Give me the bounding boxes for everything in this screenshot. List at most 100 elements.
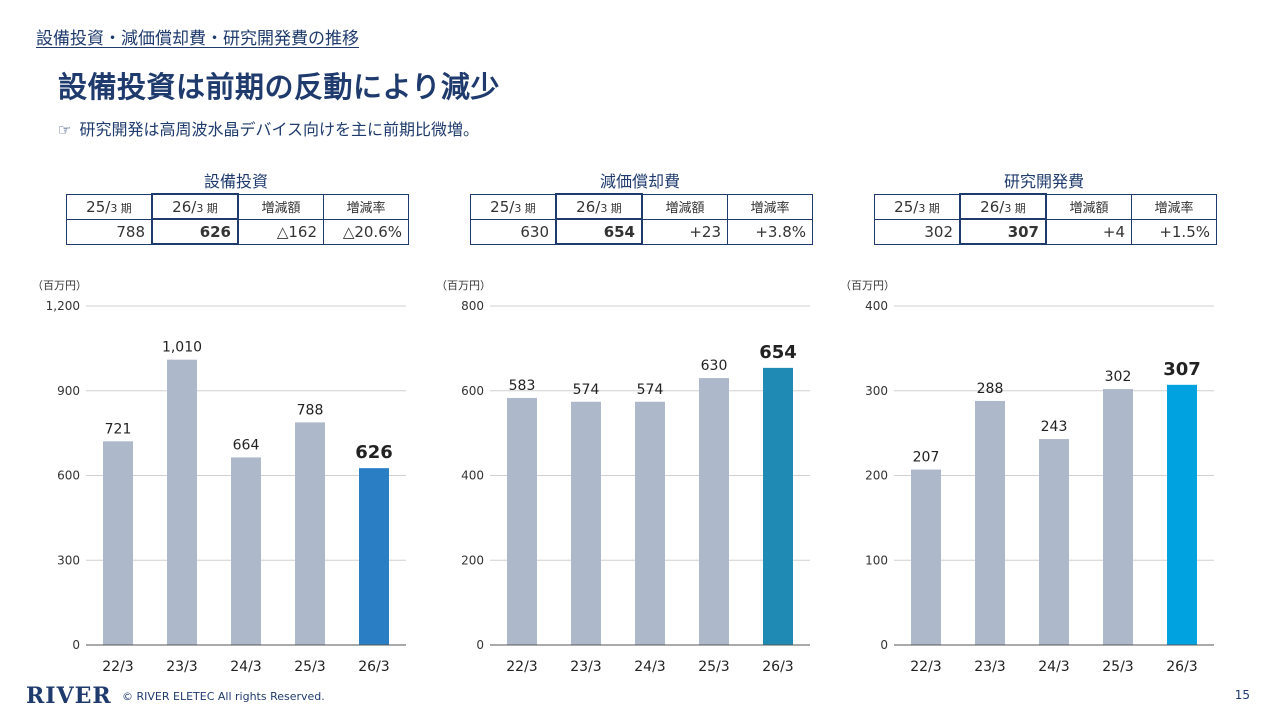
bar xyxy=(911,469,941,645)
bar xyxy=(231,457,261,645)
y-tick-label: 400 xyxy=(461,469,484,483)
y-tick-label: 600 xyxy=(461,384,484,398)
header-curr-period: 26/3 期 xyxy=(959,193,1047,220)
bar xyxy=(103,441,133,645)
x-tick-label: 23/3 xyxy=(166,659,197,675)
x-tick-label: 23/3 xyxy=(974,659,1005,675)
data-label: 574 xyxy=(637,382,664,398)
bar xyxy=(571,401,601,645)
panel-title-capex: 設備投資 xyxy=(203,172,268,191)
capex-bar-chart: （百万円） 0 300 600 900 1,200 721 22/3 1,010 23/3 664 2… xyxy=(32,279,406,675)
unit-label: （百万円） xyxy=(32,279,87,292)
value-prev: 302 xyxy=(874,218,961,245)
bullet-note: ☞ 研究開発は高周波水晶デバイス向けを主に前期比微増。 xyxy=(58,116,479,140)
x-tick-label: 22/3 xyxy=(506,659,537,675)
y-tick-label: 800 xyxy=(461,299,484,313)
depreciation-table: 25/3 期 26/3 期 増減額 増減率 630 654 +23 +3.8% xyxy=(470,193,813,245)
data-label: 302 xyxy=(1105,369,1132,385)
x-tick-label: 24/3 xyxy=(634,659,665,675)
x-tick-label: 22/3 xyxy=(102,659,133,675)
panel-title-rnd: 研究開発費 xyxy=(1003,172,1084,191)
value-change-amount: +23 xyxy=(641,218,728,245)
data-label: 1,010 xyxy=(162,340,202,356)
y-tick-label: 300 xyxy=(57,553,80,567)
value-change-amount: △162 xyxy=(237,218,324,245)
y-tick-label: 0 xyxy=(72,638,80,652)
unit-label: （百万円） xyxy=(840,279,895,292)
pointing-hand-icon: ☞ xyxy=(58,121,72,139)
y-tick-label: 1,200 xyxy=(46,299,80,313)
company-logo: RIVER xyxy=(26,683,112,709)
bar xyxy=(295,422,325,645)
header-curr-period: 26/3 期 xyxy=(555,193,643,220)
bar xyxy=(763,367,793,645)
x-tick-label: 26/3 xyxy=(762,659,793,675)
data-label: 654 xyxy=(759,342,797,363)
header-change-amount: 増減額 xyxy=(641,193,728,220)
section-title: 設備投資・減価償却費・研究開発費の推移 xyxy=(36,29,359,49)
value-prev: 788 xyxy=(66,218,153,245)
value-change-rate: +1.5% xyxy=(1131,218,1217,245)
y-tick-label: 0 xyxy=(880,638,888,652)
value-curr: 307 xyxy=(959,218,1047,245)
data-label: 664 xyxy=(233,437,260,453)
bar xyxy=(167,359,197,645)
x-tick-label: 22/3 xyxy=(910,659,941,675)
bar xyxy=(507,397,537,645)
bullet-text: 研究開発は高周波水晶デバイス向けを主に前期比微増。 xyxy=(79,120,479,139)
header-change-rate: 増減率 xyxy=(1131,193,1217,220)
y-tick-label: 100 xyxy=(865,553,888,567)
data-label: 207 xyxy=(913,450,940,466)
panel-title-depreciation: 減価償却費 xyxy=(599,172,680,191)
page-headline: 設備投資は前期の反動により減少 xyxy=(58,70,500,104)
value-change-amount: +4 xyxy=(1045,218,1132,245)
header-change-rate: 増減率 xyxy=(323,193,409,220)
x-tick-label: 25/3 xyxy=(1102,659,1133,675)
y-tick-label: 900 xyxy=(57,384,80,398)
bar xyxy=(1039,439,1069,645)
data-label: 574 xyxy=(573,382,600,398)
x-tick-label: 26/3 xyxy=(358,659,389,675)
value-curr: 654 xyxy=(555,218,643,245)
bar xyxy=(359,468,389,645)
data-label: 721 xyxy=(105,421,132,437)
header-prev-period: 25/3 期 xyxy=(470,193,557,220)
y-tick-label: 600 xyxy=(57,469,80,483)
data-label: 288 xyxy=(977,381,1004,397)
data-label: 583 xyxy=(509,378,536,394)
y-tick-label: 200 xyxy=(461,553,484,567)
rnd-bar-chart: （百万円） 0 100 200 300 400 207 22/3 288 23/3 243 24/3 3… xyxy=(840,279,1214,675)
data-label: 788 xyxy=(297,402,324,418)
capex-table: 25/3 期 26/3 期 増減額 増減率 788 626 △162 △20.6… xyxy=(66,193,409,245)
header-prev-period: 25/3 期 xyxy=(874,193,961,220)
header-change-amount: 増減額 xyxy=(237,193,324,220)
x-tick-label: 24/3 xyxy=(1038,659,1069,675)
x-tick-label: 23/3 xyxy=(570,659,601,675)
x-tick-label: 24/3 xyxy=(230,659,261,675)
copyright-text: © RIVER ELETEC All rights Reserved. xyxy=(122,690,325,703)
bar xyxy=(1103,389,1133,645)
value-change-rate: △20.6% xyxy=(323,218,409,245)
header-prev-period: 25/3 期 xyxy=(66,193,153,220)
x-tick-label: 26/3 xyxy=(1166,659,1197,675)
header-change-amount: 増減額 xyxy=(1045,193,1132,220)
data-label: 630 xyxy=(701,358,728,374)
data-label: 243 xyxy=(1041,419,1068,435)
bar xyxy=(699,378,729,645)
bar xyxy=(975,400,1005,645)
header-curr-period: 26/3 期 xyxy=(151,193,239,220)
unit-label: （百万円） xyxy=(436,279,491,292)
depreciation-bar-chart: （百万円） 0 200 400 600 800 583 22/3 574 23/3 574 24/3 6… xyxy=(436,279,810,675)
value-prev: 630 xyxy=(470,218,557,245)
value-change-rate: +3.8% xyxy=(727,218,813,245)
bar xyxy=(635,401,665,645)
x-tick-label: 25/3 xyxy=(698,659,729,675)
rnd-table: 25/3 期 26/3 期 増減額 増減率 302 307 +4 +1.5% xyxy=(874,193,1217,245)
data-label: 626 xyxy=(355,442,393,463)
header-change-rate: 増減率 xyxy=(727,193,813,220)
y-tick-label: 300 xyxy=(865,384,888,398)
y-tick-label: 400 xyxy=(865,299,888,313)
y-tick-label: 0 xyxy=(476,638,484,652)
bar xyxy=(1167,384,1197,645)
y-tick-label: 200 xyxy=(865,469,888,483)
